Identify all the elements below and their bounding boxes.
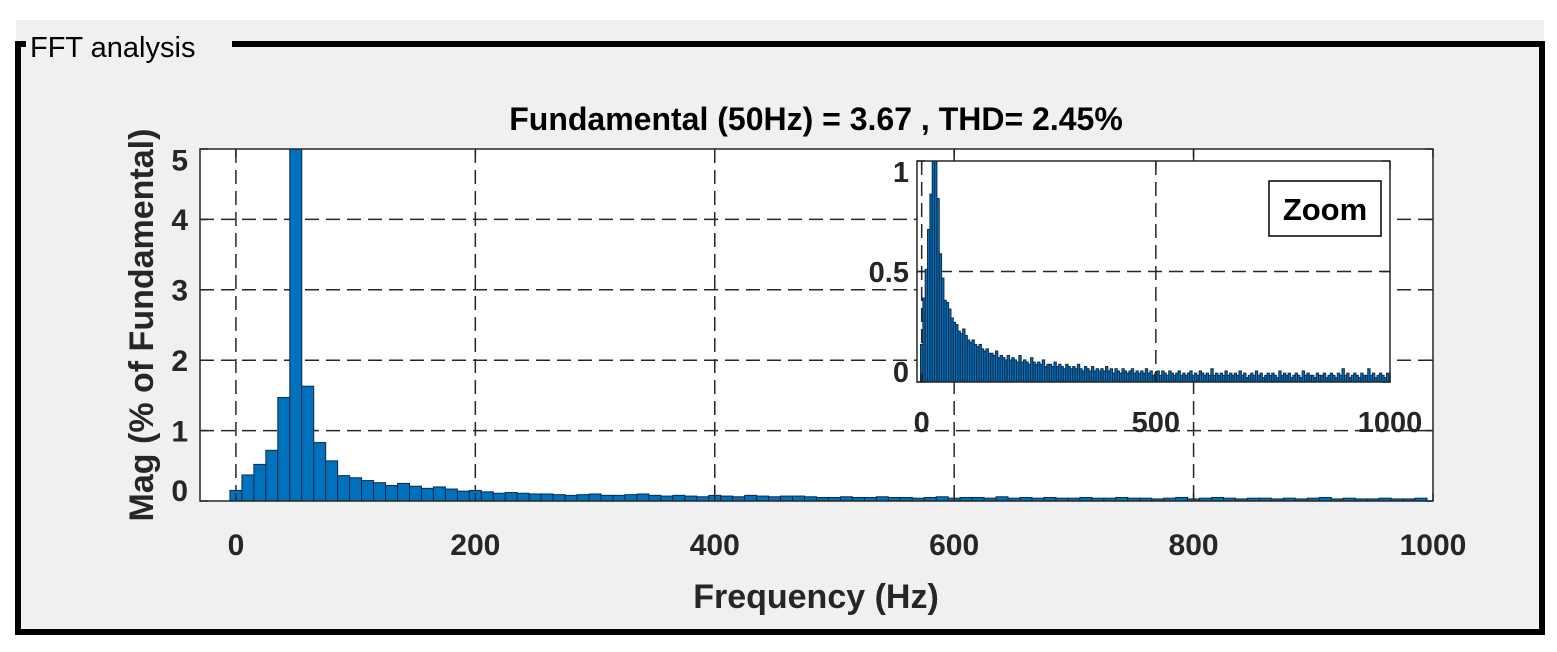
main-x-tick-label: 600 [929, 529, 979, 562]
zoom-y-tick-label: 0.5 [869, 257, 909, 289]
main-bar [265, 449, 279, 502]
main-bar [540, 493, 554, 502]
y-axis-label: Mag (% of Fundamental) [123, 129, 161, 522]
main-bar [397, 482, 410, 502]
main-bar [289, 148, 303, 502]
main-bar [337, 475, 351, 502]
main-bar [564, 494, 578, 502]
main-bar [588, 493, 602, 502]
main-bar [313, 442, 327, 502]
main-bar [672, 494, 686, 502]
main-bar [444, 488, 458, 502]
main-bar [385, 485, 399, 502]
main-bar [576, 494, 590, 502]
chart-title: Fundamental (50Hz) = 3.67 , THD= 2.45% [509, 101, 1123, 137]
x-axis-label: Frequency (Hz) [693, 578, 939, 616]
zoom-x-tick-label: 0 [914, 407, 930, 439]
main-bar [492, 492, 506, 502]
main-y-tick-label: 3 [171, 275, 188, 308]
main-y-tick-label: 5 [171, 145, 188, 178]
main-bar [361, 480, 375, 502]
zoom-x-tick-label: 500 [1132, 407, 1180, 439]
main-bar [325, 460, 339, 502]
zoom-legend-label: Zoom [1283, 192, 1367, 227]
main-bar [648, 494, 662, 502]
main-bar [636, 493, 650, 502]
zoom-y-tick-label: 0 [893, 357, 909, 389]
panel-title: FFT analysis [30, 32, 195, 64]
main-y-tick-label: 4 [171, 204, 188, 237]
main-x-tick-label: 200 [450, 529, 500, 562]
main-bar [528, 493, 542, 502]
zoom-legend-box [1268, 180, 1382, 237]
main-bar [241, 474, 255, 502]
main-axes-frame [199, 148, 1434, 502]
main-bar [408, 485, 422, 502]
main-bar [349, 477, 363, 502]
panel-title-bg [26, 28, 232, 60]
zoom-x-tick-label: 1000 [1358, 407, 1423, 439]
main-bar [456, 490, 470, 502]
main-bar [600, 494, 614, 502]
main-bar [504, 492, 518, 502]
zoom-inset-chart: 0 500 1000 0 0.5 1 Zoom [869, 157, 1423, 439]
main-x-tick-label: 1000 [1400, 529, 1467, 562]
zoom-ticks: 0 500 1000 0 0.5 1 [869, 157, 1423, 439]
main-bar [432, 486, 446, 502]
main-bar [277, 397, 291, 502]
main-bar [480, 491, 494, 502]
main-bar [516, 492, 530, 502]
main-bar [420, 487, 434, 502]
main-bar [301, 385, 315, 502]
main-y-tick-label: 0 [171, 475, 188, 508]
main-x-tick-label: 400 [690, 529, 740, 562]
main-bar [624, 494, 638, 502]
main-x-tick-label: 800 [1169, 529, 1219, 562]
main-bar [373, 482, 387, 502]
main-x-tick-label: 0 [228, 529, 245, 562]
main-bar [744, 494, 758, 502]
main-ticks: 0 200 400 600 800 1000 0 1 2 3 4 5 [171, 145, 1466, 562]
main-bar [552, 494, 566, 502]
main-y-tick-label: 1 [171, 415, 188, 448]
panel-frame [15, 41, 1545, 635]
main-y-tick-label: 2 [171, 345, 188, 378]
main-bar [253, 463, 267, 502]
zoom-bar [1385, 372, 1390, 383]
zoom-y-tick-label: 1 [893, 157, 909, 189]
main-bar [612, 494, 626, 502]
